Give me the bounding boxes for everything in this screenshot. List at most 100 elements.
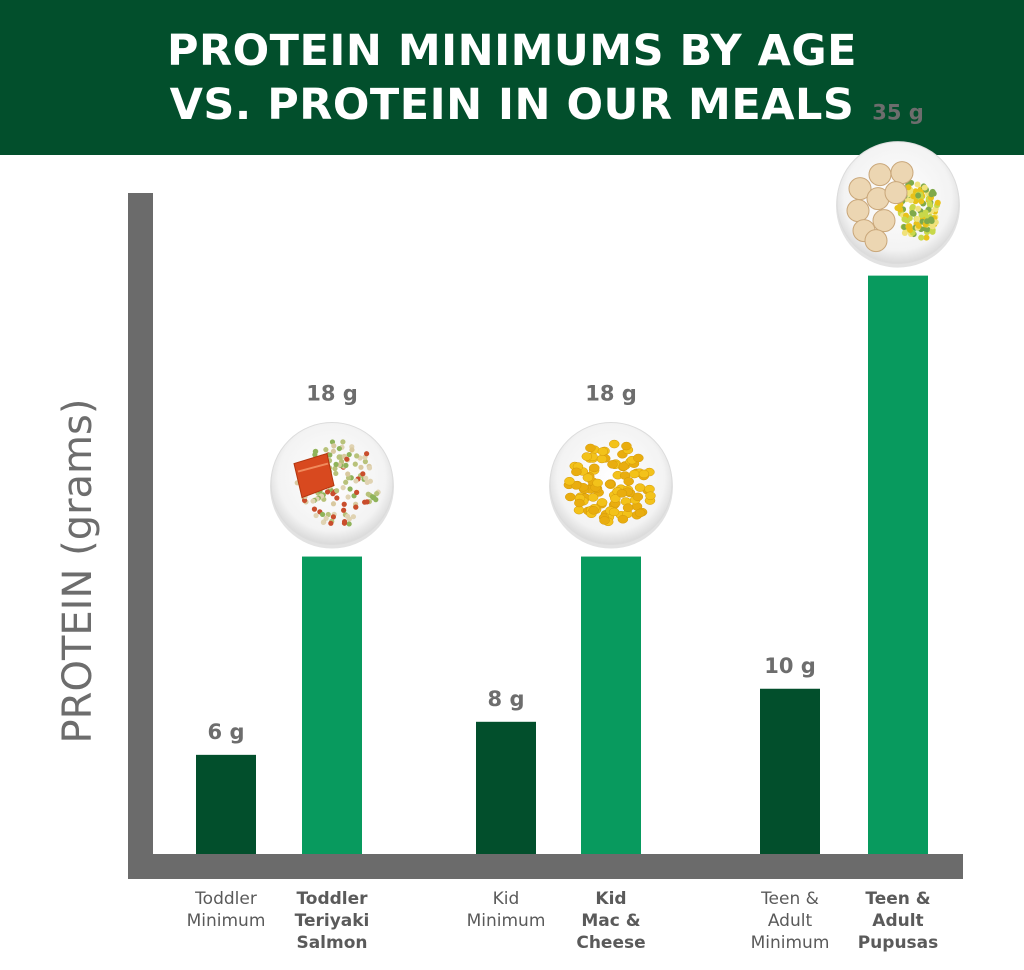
food-piece xyxy=(901,216,908,223)
category-label: Mac & xyxy=(581,911,640,931)
food-piece xyxy=(596,454,608,464)
food-piece xyxy=(924,226,931,233)
food-piece xyxy=(336,454,342,460)
mac-and-cheese-plate xyxy=(549,422,673,549)
category-label: Salmon xyxy=(296,933,367,953)
food-piece xyxy=(581,452,593,461)
food-piece xyxy=(364,479,370,485)
food-piece xyxy=(329,439,336,445)
category-label: Teriyaki xyxy=(295,911,370,931)
food-piece xyxy=(353,504,359,510)
category-label: Teen & xyxy=(865,889,930,909)
food-piece xyxy=(571,467,582,477)
food-piece xyxy=(346,451,352,458)
category-label: Adult xyxy=(768,911,813,931)
food-piece xyxy=(310,498,316,504)
x-axis-line xyxy=(128,854,963,879)
food-piece xyxy=(923,234,930,241)
minimum-bar xyxy=(760,688,820,854)
food-piece xyxy=(313,512,319,519)
food-piece xyxy=(617,515,629,524)
food-piece xyxy=(928,191,935,198)
value-label: 18 g xyxy=(585,382,637,406)
value-label: 35 g xyxy=(872,101,924,125)
food-piece xyxy=(632,492,644,502)
food-piece xyxy=(328,520,334,526)
food-piece xyxy=(340,485,346,491)
food-piece xyxy=(897,206,904,213)
value-label: 6 g xyxy=(208,720,245,744)
food-piece xyxy=(354,489,360,495)
food-piece xyxy=(362,459,368,465)
food-piece xyxy=(330,448,337,454)
food-piece xyxy=(915,205,922,212)
food-piece xyxy=(634,508,646,518)
food-piece xyxy=(582,473,594,482)
food-piece xyxy=(634,483,646,492)
food-piece xyxy=(336,445,342,452)
category-label: Toddler xyxy=(194,889,257,909)
food-piece xyxy=(364,499,370,505)
food-piece xyxy=(327,452,333,458)
food-piece xyxy=(908,179,915,186)
food-piece xyxy=(621,441,632,451)
food-piece xyxy=(573,505,585,515)
food-piece xyxy=(363,475,369,481)
food-piece xyxy=(345,494,351,500)
food-piece xyxy=(918,234,925,241)
food-piece xyxy=(344,513,351,519)
food-piece xyxy=(609,439,620,449)
food-piece xyxy=(633,453,644,463)
food-piece xyxy=(588,506,599,515)
food-piece xyxy=(341,507,347,513)
food-piece xyxy=(915,192,922,199)
category-label: Toddler xyxy=(296,889,368,909)
food-piece xyxy=(330,514,336,520)
food-piece xyxy=(344,456,350,462)
pupusas-plate xyxy=(836,141,960,268)
food-piece xyxy=(926,200,933,207)
food-piece xyxy=(914,181,921,188)
food-piece xyxy=(343,462,349,468)
category-label: Minimum xyxy=(467,911,546,931)
food-piece xyxy=(912,198,919,205)
category-label: Teen & xyxy=(760,889,819,909)
salmon-glaze xyxy=(297,462,329,473)
food-piece xyxy=(918,198,925,205)
food-piece xyxy=(350,514,357,520)
food-piece xyxy=(349,447,355,453)
chart-title-line-2: VS. PROTEIN IN OUR MEALS xyxy=(169,79,855,130)
food-piece xyxy=(333,461,339,467)
category-label: Kid xyxy=(493,889,520,909)
food-piece xyxy=(320,519,327,525)
food-piece xyxy=(331,443,337,449)
food-piece xyxy=(564,476,575,486)
food-piece xyxy=(311,506,318,512)
food-piece xyxy=(352,461,358,467)
food-piece xyxy=(585,443,596,453)
food-piece xyxy=(319,511,326,518)
food-piece xyxy=(597,447,609,456)
food-piece xyxy=(610,494,621,503)
value-label: 10 g xyxy=(764,654,816,678)
value-label: 8 g xyxy=(488,687,525,711)
food-piece xyxy=(333,470,339,477)
food-piece xyxy=(918,212,925,219)
food-piece xyxy=(347,486,353,492)
food-piece xyxy=(330,491,336,497)
food-piece xyxy=(587,493,599,502)
meal-bar xyxy=(302,556,362,854)
category-label: Cheese xyxy=(576,933,645,953)
food-piece xyxy=(358,464,364,470)
food-piece xyxy=(341,501,347,507)
food-piece xyxy=(910,193,917,200)
food-piece xyxy=(332,466,338,472)
pupusa xyxy=(868,163,892,187)
pupusa xyxy=(884,181,908,205)
food-piece xyxy=(934,199,941,206)
food-piece xyxy=(324,489,331,495)
food-piece xyxy=(608,507,620,517)
category-label: Minimum xyxy=(751,933,830,953)
food-piece xyxy=(618,462,630,471)
